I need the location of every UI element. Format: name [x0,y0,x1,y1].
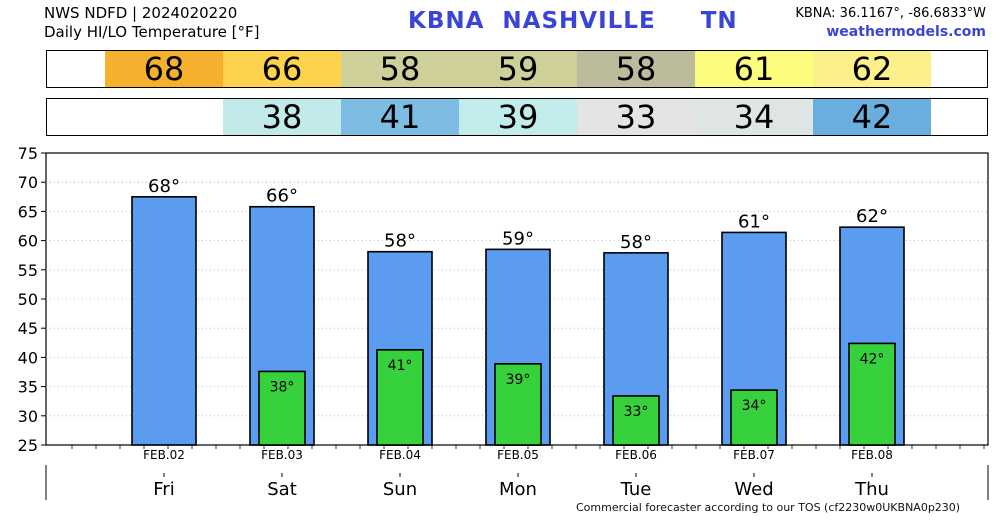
high-temp-label: 59° [502,228,534,249]
low-temp-label: 34° [742,398,767,414]
lo_strip-cell: 42 [813,98,931,136]
day-label: Tue [620,479,652,500]
model-run-label: NWS NDFD | 2024020220 [44,4,238,22]
date-label: FEB.02 [143,448,185,462]
day-label: Sun [383,479,417,500]
low-temp-bar [258,370,306,446]
hi_strip-cell: 66 [223,50,341,88]
lo_strip-cell [105,99,223,135]
y-tick-label: 40 [18,348,38,367]
y-tick-label: 75 [18,144,38,163]
high-temp-bar [131,195,197,446]
strip-lead-cell [47,51,105,87]
low-temp-label: 42° [860,351,885,367]
day-label: Thu [854,479,889,500]
lo_strip-cell: 38 [223,98,341,136]
hi_strip-cell: 61 [695,50,813,88]
day-label: Wed [734,479,773,500]
day-label: Fri [153,479,174,500]
high-temp-label: 66° [266,186,298,207]
lo_strip-cell: 41 [341,98,459,136]
footer-note: Commercial forecaster according to our T… [576,501,961,514]
high-temp-label: 62° [856,206,888,227]
y-tick-label: 35 [18,378,38,397]
y-tick-label: 30 [18,407,38,426]
hi_strip-cell: 68 [105,50,223,88]
y-tick-label: 70 [18,173,38,192]
day-label: Mon [499,479,537,500]
high-temp-label: 58° [384,231,416,252]
high-temp-strip: 68 66 58 59 58 61 62 [46,50,988,88]
date-label: FEB.06 [615,448,657,462]
y-tick-label: 55 [18,261,38,280]
hi_strip-cell: 58 [341,50,459,88]
low-temp-bar [376,349,424,446]
lo_strip-cell: 33 [577,98,695,136]
high-temp-label: 58° [620,232,652,253]
hi_strip-cell: 59 [459,50,577,88]
high-temp-label: 68° [148,176,180,197]
y-tick-label: 45 [18,319,38,338]
low-temp-label: 38° [270,379,295,395]
site-link[interactable]: weathermodels.com [826,24,986,40]
lo_strip-cell: 34 [695,98,813,136]
date-label: FEB.07 [733,448,775,462]
low-temp-bar [612,395,660,446]
high-temp-label: 61° [738,211,770,232]
temperature-bar-chart: 75 70 65 60 55 50 45 40 35 30 25 68° FEB.02 66° 38° FEB… [18,144,989,500]
low-temp-label: 41° [388,358,413,374]
hi_strip-cell: 58 [577,50,695,88]
lo_strip-cell: 39 [459,98,577,136]
low-temp-bar [494,363,542,446]
y-tick-label: 25 [18,436,38,455]
y-tick-label: 50 [18,290,38,309]
date-label: FEB.04 [379,448,421,462]
low-temp-label: 33° [624,404,649,420]
date-label: FEB.05 [497,448,539,462]
y-tick-label: 60 [18,232,38,251]
low-temp-label: 39° [506,372,531,388]
chart-area: 75 70 65 60 55 50 45 40 35 30 25 68° FEB.02 66° 38° FEB… [0,140,1000,504]
low-temp-bar [730,389,778,446]
station-coords: KBNA: 36.1167°, -86.6833°W [795,6,986,21]
low-temp-strip: 38 41 39 33 34 42 [46,98,988,136]
strip-lead-cell [47,99,105,135]
chart-subtitle: Daily HI/LO Temperature [°F] [44,23,260,41]
header-left: NWS NDFD | 2024020220 Daily HI/LO Temper… [44,4,260,42]
station-title: KBNA NASHVILLE TN [408,8,738,34]
y-tick-label: 65 [18,202,38,221]
day-label: Sat [267,479,297,500]
header-right: KBNA: 36.1167°, -86.6833°W weathermodels… [795,4,986,42]
date-label: FEB.03 [261,448,303,462]
hi_strip-cell: 62 [813,50,931,88]
low-temp-bar [848,342,896,446]
date-label: FEB.08 [851,448,893,462]
